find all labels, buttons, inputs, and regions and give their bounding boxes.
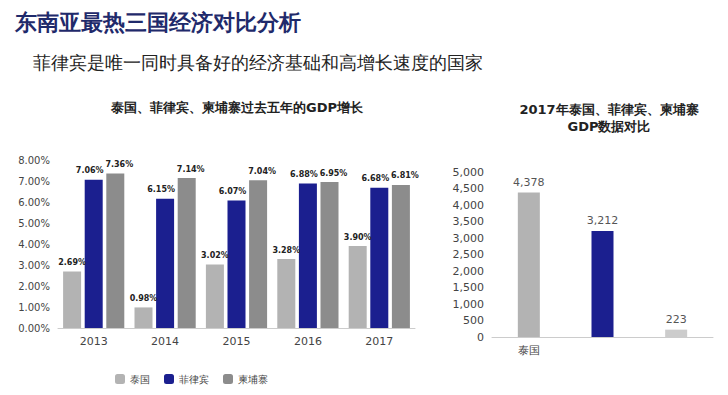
svg-text:6.81%: 6.81%: [391, 171, 419, 180]
svg-text:泰国、菲律宾、柬埔寨过去五年的GDP增长: 泰国、菲律宾、柬埔寨过去五年的GDP增长: [110, 100, 364, 115]
svg-text:7.36%: 7.36%: [105, 160, 133, 169]
svg-text:0.98%: 0.98%: [130, 294, 158, 303]
svg-text:0: 0: [477, 331, 484, 344]
svg-text:4,500: 4,500: [453, 182, 485, 195]
svg-text:1,500: 1,500: [453, 281, 485, 294]
svg-text:泰国: 泰国: [130, 374, 150, 385]
svg-text:2017年泰国、菲律宾、柬埔寨: 2017年泰国、菲律宾、柬埔寨: [519, 102, 698, 117]
svg-text:4,378: 4,378: [513, 176, 545, 189]
svg-text:6.88%: 6.88%: [290, 170, 318, 179]
svg-text:2.69%: 2.69%: [58, 258, 86, 267]
svg-text:菲律宾: 菲律宾: [179, 374, 209, 385]
svg-text:2.00%: 2.00%: [18, 281, 50, 292]
svg-text:1.00%: 1.00%: [18, 302, 50, 313]
svg-text:2016: 2016: [294, 335, 322, 348]
svg-text:223: 223: [666, 313, 687, 326]
svg-text:2,500: 2,500: [453, 248, 485, 261]
svg-text:3.00%: 3.00%: [18, 260, 50, 271]
svg-text:0.00%: 0.00%: [18, 323, 50, 334]
svg-text:7.00%: 7.00%: [18, 176, 50, 187]
svg-text:500: 500: [463, 314, 484, 327]
svg-text:6.15%: 6.15%: [147, 185, 175, 194]
svg-text:4.00%: 4.00%: [18, 239, 50, 250]
svg-text:2017: 2017: [365, 335, 393, 348]
svg-text:2015: 2015: [223, 335, 251, 348]
svg-text:2014: 2014: [151, 335, 179, 348]
svg-text:6.95%: 6.95%: [320, 169, 348, 178]
svg-text:6.00%: 6.00%: [18, 197, 50, 208]
svg-text:3,000: 3,000: [453, 232, 485, 245]
svg-text:7.14%: 7.14%: [177, 165, 205, 174]
svg-text:6.07%: 6.07%: [219, 187, 247, 196]
svg-text:3,212: 3,212: [587, 214, 619, 227]
svg-text:2,000: 2,000: [453, 265, 485, 278]
svg-text:东南亚最热三国经济对比分析: 东南亚最热三国经济对比分析: [14, 10, 301, 35]
svg-text:2013: 2013: [80, 335, 108, 348]
svg-text:5.00%: 5.00%: [18, 218, 50, 229]
svg-text:8.00%: 8.00%: [18, 155, 50, 166]
svg-text:3.28%: 3.28%: [272, 246, 300, 255]
svg-text:1,000: 1,000: [453, 298, 485, 311]
svg-text:7.06%: 7.06%: [76, 166, 104, 175]
svg-text:7.04%: 7.04%: [248, 167, 276, 176]
svg-text:6.68%: 6.68%: [361, 174, 389, 183]
svg-text:菲律宾是唯一同时具备好的经济基础和高增长速度的国家: 菲律宾是唯一同时具备好的经济基础和高增长速度的国家: [33, 52, 483, 73]
svg-text:3.90%: 3.90%: [344, 233, 372, 242]
svg-text:柬埔寨: 柬埔寨: [238, 374, 268, 385]
svg-text:4,000: 4,000: [453, 199, 485, 212]
svg-text:GDP数据对比: GDP数据对比: [568, 119, 651, 134]
svg-text:5,000: 5,000: [453, 166, 485, 179]
svg-text:泰国: 泰国: [518, 344, 540, 357]
svg-text:3,500: 3,500: [453, 215, 485, 228]
svg-text:3.02%: 3.02%: [201, 251, 229, 260]
